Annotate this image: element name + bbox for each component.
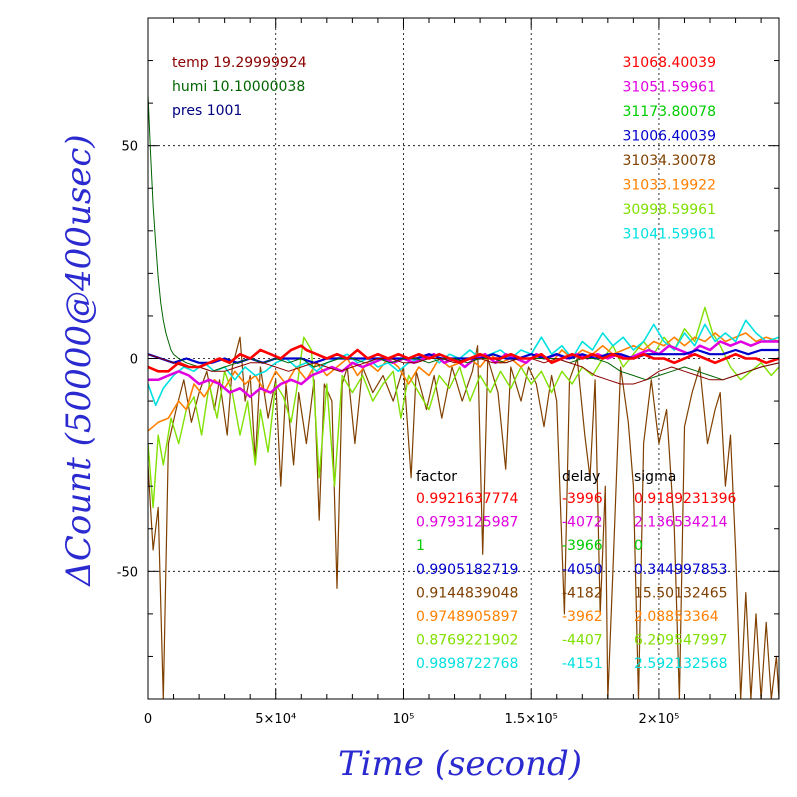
env-legend-entry: temp 19.29999924 bbox=[172, 55, 307, 71]
x-tick-label: 0 bbox=[144, 712, 152, 727]
y-axis-title: ΔCount (50000@400usec) bbox=[59, 134, 99, 587]
base-count-entry: 31006.40039 bbox=[622, 129, 716, 145]
y-tick-label: 50 bbox=[121, 140, 138, 155]
table-cell-sigma: 0.344997853 bbox=[634, 562, 728, 578]
table-cell-factor: 0.9793125987 bbox=[416, 515, 518, 531]
base-count-legend: 31068.40039 31051.59961 31173.80078 31006.4… bbox=[622, 55, 716, 243]
table-cell-factor: 0.9921637774 bbox=[416, 491, 519, 507]
table-cell-factor: 0.9144839048 bbox=[416, 585, 518, 601]
y-tick-label: -50 bbox=[117, 565, 138, 580]
y-tick-label: 0 bbox=[130, 353, 138, 368]
base-count-entry: 31033.19922 bbox=[622, 178, 716, 194]
table-cell-factor: 0.8769221902 bbox=[416, 633, 518, 649]
table-header-factor: factor bbox=[416, 469, 457, 485]
table-cell-sigma: 2.08853364 bbox=[634, 609, 719, 625]
series-line-6 bbox=[148, 94, 779, 381]
table-cell-delay: -4407 bbox=[562, 633, 603, 649]
env-legend-entry: pres 1001 bbox=[172, 103, 242, 119]
table-cell-delay: -4050 bbox=[562, 562, 603, 578]
base-count-entry: 31068.40039 bbox=[622, 55, 716, 71]
table-cell-factor: 0.9898722768 bbox=[416, 656, 518, 672]
table-cell-delay: -4072 bbox=[562, 515, 603, 531]
series-line-0 bbox=[148, 336, 779, 699]
x-axis-title: Time (second) bbox=[338, 744, 582, 784]
table-cell-sigma: 2.592132568 bbox=[634, 656, 728, 672]
base-count-entry: 30998.59961 bbox=[622, 202, 716, 218]
base-count-entry: 31041.59961 bbox=[622, 227, 716, 243]
base-count-entry: 31051.59961 bbox=[622, 80, 716, 96]
x-tick-label: 1.5×10⁵ bbox=[505, 712, 558, 727]
environment-legend: temp 19.29999924 humi 10.10000038 pres 100… bbox=[172, 55, 307, 119]
env-legend-entry: humi 10.10000038 bbox=[172, 79, 305, 95]
table-cell-delay: -3962 bbox=[562, 609, 603, 625]
table-header-sigma: sigma bbox=[634, 469, 676, 485]
plot-frame bbox=[147, 17, 780, 700]
series-line-8 bbox=[148, 344, 779, 373]
x-tick-label: 10⁵ bbox=[393, 712, 415, 727]
x-tick-label: 2×10⁵ bbox=[638, 712, 679, 727]
table-cell-sigma: 6.209547997 bbox=[634, 633, 728, 649]
table-cell-delay: -3996 bbox=[562, 491, 603, 507]
table-cell-factor: 0.9748905897 bbox=[416, 609, 518, 625]
series-layer bbox=[148, 94, 779, 699]
base-count-entry: 31034.30078 bbox=[622, 153, 716, 169]
x-tick-label: 5×10⁴ bbox=[255, 712, 296, 727]
base-count-entry: 31173.80078 bbox=[622, 104, 716, 120]
table-cell-sigma: 0 bbox=[634, 538, 643, 554]
table-cell-factor: 0.9905182719 bbox=[416, 562, 518, 578]
axes: 0 5×10⁴ 10⁵ 1.5×10⁵ 2×10⁵ 50 0 -50 bbox=[117, 18, 779, 727]
table-cell-delay: -4151 bbox=[562, 656, 603, 672]
table-cell-delay: -3966 bbox=[562, 538, 603, 554]
series-line-1 bbox=[148, 306, 779, 509]
table-cell-sigma: 15.50132465 bbox=[634, 585, 728, 601]
table-cell-delay: -4182 bbox=[562, 585, 603, 601]
table-cell-sigma: 0.9189231396 bbox=[634, 491, 737, 507]
table-header-delay: delay bbox=[562, 469, 600, 485]
table-cell-sigma: 2.136534214 bbox=[634, 515, 728, 531]
series-line-7 bbox=[148, 353, 779, 385]
table-cell-factor: 1 bbox=[416, 538, 425, 554]
parameter-table: factor delay sigma 0.9921637774 -3996 0.91892… bbox=[416, 469, 737, 672]
